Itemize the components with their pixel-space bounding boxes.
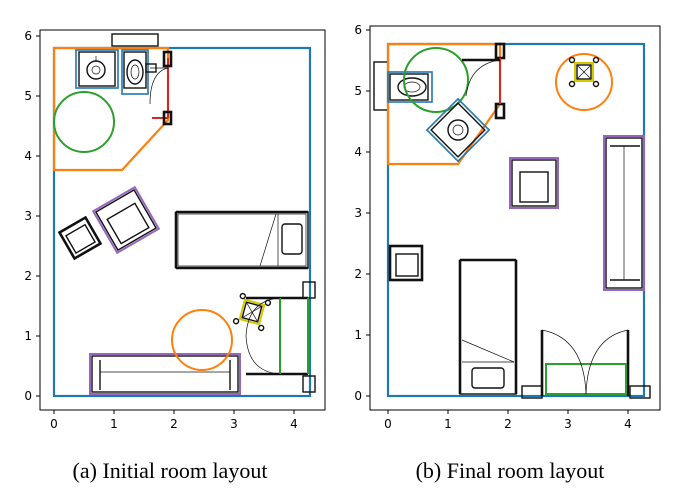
panel-final: 0 1 2 3 4 5 6 0 1 2 3 4 bbox=[354, 23, 661, 483]
armchair bbox=[509, 157, 559, 209]
x-tick-label: 2 bbox=[504, 417, 512, 431]
y-tick-label: 3 bbox=[24, 209, 32, 223]
entrance-door bbox=[245, 281, 316, 393]
toilet-icon bbox=[121, 49, 157, 95]
panel-a-caption: (a) Initial room layout bbox=[73, 458, 268, 483]
window bbox=[373, 61, 389, 111]
x-tick-label: 2 bbox=[170, 417, 178, 431]
panel-b-frame bbox=[369, 25, 661, 411]
bathroom-zone bbox=[386, 42, 502, 166]
y-tick-label: 2 bbox=[354, 267, 362, 281]
sink-icon bbox=[75, 49, 119, 89]
x-tick-label: 1 bbox=[110, 417, 118, 431]
bathroom-door bbox=[462, 42, 506, 120]
y-tick-label: 4 bbox=[354, 145, 362, 159]
window bbox=[111, 33, 159, 47]
x-tick-label: 1 bbox=[444, 417, 452, 431]
clearance-circle bbox=[53, 91, 115, 153]
y-tick-label: 1 bbox=[354, 328, 362, 342]
x-tick-label: 3 bbox=[564, 417, 572, 431]
x-tick-label: 3 bbox=[230, 417, 238, 431]
y-tick-label: 3 bbox=[354, 206, 362, 220]
y-tick-label: 0 bbox=[24, 389, 32, 403]
clearance-circle bbox=[555, 53, 613, 111]
y-tick-label: 5 bbox=[24, 89, 32, 103]
y-tick-label: 6 bbox=[354, 23, 362, 37]
bathroom-door bbox=[149, 50, 173, 126]
y-tick-label: 5 bbox=[354, 84, 362, 98]
panel-b-x-ticks: 0 1 2 3 4 bbox=[384, 410, 632, 431]
side-table bbox=[568, 56, 600, 88]
bathroom-zone bbox=[52, 46, 170, 172]
y-tick-label: 1 bbox=[24, 329, 32, 343]
y-tick-label: 2 bbox=[24, 269, 32, 283]
panel-a-y-ticks: 0 1 2 3 4 5 6 bbox=[24, 29, 40, 403]
chair-small bbox=[388, 244, 424, 282]
x-tick-label: 0 bbox=[384, 417, 392, 431]
x-tick-label: 4 bbox=[290, 417, 298, 431]
side-table bbox=[232, 292, 272, 332]
panel-b-y-ticks: 0 1 2 3 4 5 6 bbox=[354, 23, 370, 403]
sink-icon bbox=[425, 97, 491, 163]
panel-a-frame bbox=[39, 29, 326, 411]
chair-small bbox=[57, 215, 103, 261]
x-tick-label: 0 bbox=[50, 417, 58, 431]
panel-initial: 0 1 2 3 4 5 6 0 1 2 3 4 bbox=[24, 29, 326, 483]
y-tick-label: 4 bbox=[24, 149, 32, 163]
clearance-circle bbox=[171, 309, 233, 371]
y-tick-label: 0 bbox=[354, 389, 362, 403]
y-tick-label: 6 bbox=[24, 29, 32, 43]
x-tick-label: 4 bbox=[624, 417, 632, 431]
panel-b-caption: (b) Final room layout bbox=[416, 458, 605, 483]
clearance-circle bbox=[403, 47, 469, 113]
sofa bbox=[603, 135, 645, 291]
armchair bbox=[91, 185, 161, 255]
panel-a-x-ticks: 0 1 2 3 4 bbox=[50, 410, 298, 431]
room-outline bbox=[52, 46, 312, 398]
bed bbox=[174, 210, 309, 270]
entrance-door bbox=[521, 329, 651, 399]
sofa bbox=[89, 353, 241, 395]
bed bbox=[458, 258, 518, 395]
